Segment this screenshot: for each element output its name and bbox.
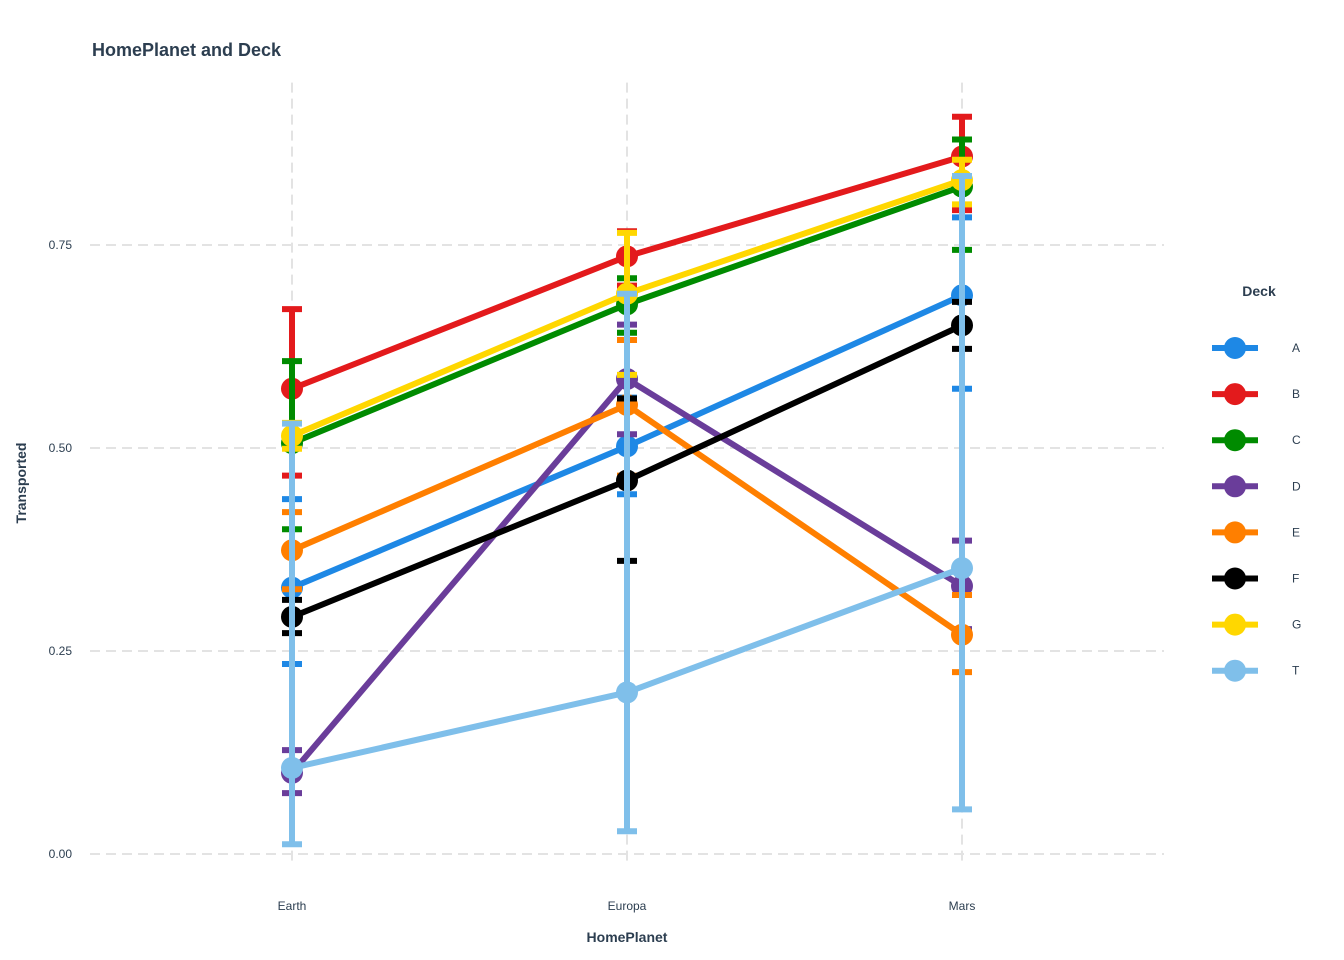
legend-label: T (1292, 664, 1300, 678)
legend-label: A (1292, 341, 1300, 355)
legend-item-E: E (1212, 521, 1300, 544)
legend-label: B (1292, 387, 1300, 401)
series-T (281, 172, 973, 848)
legend-item-A: A (1212, 337, 1300, 359)
y-tick-label: 0.00 (49, 847, 73, 861)
legend-key-point (1224, 567, 1246, 590)
legend-label: D (1292, 479, 1301, 493)
data-point (616, 681, 638, 704)
plot-area (281, 113, 973, 848)
legend-key-point (1224, 337, 1246, 359)
legend-key-point (1224, 383, 1246, 406)
legend-title: Deck (1242, 283, 1276, 299)
legend-item-T: T (1212, 659, 1300, 682)
legend-item-C: C (1212, 429, 1301, 452)
y-axis-ticks: 0.00 0.25 0.50 0.75 (49, 238, 73, 861)
legend-key-point (1224, 521, 1246, 544)
legend-key-point (1224, 475, 1246, 498)
y-tick-label: 0.25 (49, 644, 73, 658)
x-tick-label: Mars (949, 899, 976, 913)
legend-label: C (1292, 433, 1301, 447)
legend-item-F: F (1212, 567, 1299, 590)
legend-key-point (1224, 613, 1246, 636)
y-tick-label: 0.75 (49, 238, 73, 252)
data-point (951, 557, 973, 580)
chart-title: HomePlanet and Deck (92, 40, 282, 60)
legend-label: G (1292, 618, 1301, 632)
legend-label: E (1292, 525, 1300, 539)
x-axis-title: HomePlanet (587, 929, 668, 945)
legend-key-point (1224, 429, 1246, 452)
legend-item-G: G (1212, 613, 1301, 636)
x-tick-label: Earth (278, 899, 307, 913)
y-tick-label: 0.50 (49, 441, 73, 455)
legend-key-point (1224, 659, 1246, 682)
legend-item-D: D (1212, 475, 1301, 498)
data-point (281, 756, 303, 779)
x-axis-ticks: Earth Europa Mars (278, 899, 976, 913)
legend-item-B: B (1212, 383, 1300, 406)
x-tick-label: Europa (608, 899, 647, 913)
y-axis-title: Transported (13, 443, 29, 524)
legend-label: F (1292, 572, 1299, 586)
legend: Deck A B C D E F G T (1212, 283, 1301, 682)
